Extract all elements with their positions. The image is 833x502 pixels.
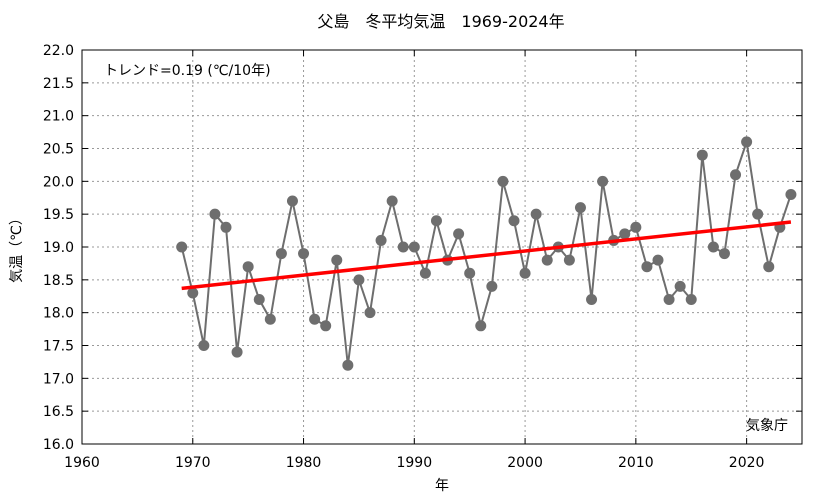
data-point <box>464 267 476 279</box>
data-point <box>187 287 199 299</box>
chart-title: 父島 冬平均気温 1969-2024年 <box>317 12 564 31</box>
data-point <box>408 241 420 253</box>
data-point <box>497 175 509 187</box>
data-point <box>264 313 276 325</box>
trend-annotation: トレンド=0.19 (℃/10年) <box>104 63 271 79</box>
data-point <box>652 254 664 266</box>
x-tick-label: 2010 <box>618 455 654 471</box>
source-label: 気象庁 <box>746 418 788 434</box>
data-point <box>641 261 653 273</box>
data-point <box>430 215 442 227</box>
data-point <box>309 313 321 325</box>
data-point <box>696 149 708 161</box>
data-point <box>619 228 631 240</box>
y-tick-label: 19.0 <box>43 240 74 256</box>
x-tick-label: 1970 <box>175 455 211 471</box>
data-point <box>663 294 675 306</box>
y-axis-label: 気温（℃） <box>9 211 25 283</box>
x-tick-label: 1990 <box>396 455 432 471</box>
data-point <box>530 208 542 220</box>
data-point <box>785 188 797 200</box>
data-point <box>486 280 498 292</box>
data-point <box>752 208 764 220</box>
data-point <box>685 294 697 306</box>
data-point <box>286 195 298 207</box>
data-point <box>231 346 243 358</box>
data-point <box>630 221 642 233</box>
data-point <box>586 294 598 306</box>
data-point <box>275 248 287 260</box>
y-tick-label: 21.0 <box>43 109 74 125</box>
data-point <box>209 208 221 220</box>
y-tick-label: 20.5 <box>43 142 74 158</box>
y-tick-label: 21.5 <box>43 76 74 92</box>
trend-line <box>181 220 792 291</box>
y-tick-label: 17.5 <box>43 339 74 355</box>
data-point <box>563 254 575 266</box>
ticks: 16.0 16.5 17.0 17.5 18.0 18.5 19.0 19.5 20.0 20.5… <box>43 43 802 471</box>
x-axis-label: 年 <box>435 478 449 494</box>
data-point <box>298 248 310 260</box>
data-point <box>508 215 520 227</box>
data-point <box>198 340 210 351</box>
y-tick-label: 22.0 <box>43 43 74 59</box>
data-point <box>320 320 332 332</box>
data-point <box>541 254 553 266</box>
y-tick-label: 16.0 <box>43 437 74 453</box>
data-point <box>375 234 387 246</box>
y-tick-label: 17.0 <box>43 371 74 387</box>
x-tick-label: 1960 <box>64 455 100 471</box>
data-point <box>741 136 753 148</box>
data-point <box>419 267 431 279</box>
data-point <box>331 254 343 266</box>
grid <box>82 50 802 444</box>
data-point <box>763 261 775 273</box>
data-point <box>253 294 265 306</box>
data-point <box>730 169 742 181</box>
data-point <box>453 228 465 240</box>
data-point <box>342 359 354 371</box>
data-point <box>674 280 686 292</box>
data-point <box>386 195 398 207</box>
trend-line-group <box>181 220 792 291</box>
data-point <box>397 241 409 253</box>
data-point <box>597 175 609 187</box>
y-tick-label: 19.5 <box>43 207 74 223</box>
data-point <box>176 241 188 253</box>
x-tick-label: 2000 <box>507 455 543 471</box>
y-tick-label: 18.5 <box>43 273 74 289</box>
y-tick-label: 16.5 <box>43 404 74 420</box>
data-point <box>242 261 254 273</box>
data-point <box>574 202 586 214</box>
y-tick-label: 20.0 <box>43 174 74 190</box>
x-tick-label: 2020 <box>729 455 765 471</box>
data-point <box>220 221 232 233</box>
data-point <box>364 307 376 319</box>
data-point <box>707 241 719 253</box>
series <box>176 136 797 371</box>
data-point <box>519 267 531 279</box>
plot-frame <box>81 49 803 445</box>
data-point <box>718 248 730 260</box>
data-point <box>475 320 487 332</box>
x-tick-label: 1980 <box>286 455 322 471</box>
data-point <box>353 274 365 286</box>
y-tick-label: 18.0 <box>43 306 74 322</box>
